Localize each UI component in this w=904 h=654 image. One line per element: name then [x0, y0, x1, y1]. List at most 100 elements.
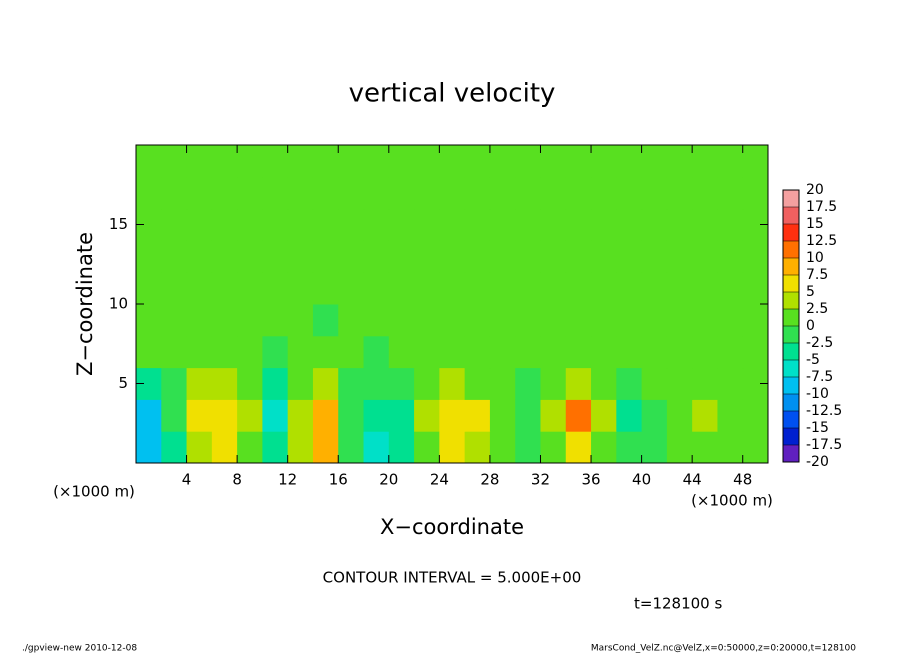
field-cell	[515, 431, 541, 464]
field-cell	[742, 431, 769, 464]
field-cell	[414, 335, 440, 369]
field-cell	[237, 240, 263, 273]
x-tick-label: 44	[683, 471, 702, 489]
colorbar-label: -20	[806, 454, 829, 470]
field-cell	[515, 208, 541, 241]
x-tick-label: 20	[379, 471, 398, 489]
footer-left: ./gpview-new 2010-12-08	[22, 644, 137, 654]
field-cell	[641, 145, 668, 178]
colorbar-label: -15	[806, 420, 829, 436]
field-cell	[262, 240, 289, 273]
field-cell	[489, 272, 516, 305]
field-cell	[136, 335, 162, 369]
field-cell	[237, 176, 263, 210]
field-cell	[742, 145, 769, 178]
field-cell	[287, 399, 314, 432]
field-cell	[464, 399, 491, 432]
field-cell	[161, 145, 188, 178]
field-cell	[641, 367, 668, 400]
field-cell	[414, 304, 440, 337]
field-cell	[287, 240, 314, 273]
field-cell	[363, 145, 390, 178]
field-cell	[186, 176, 213, 210]
field-cell	[338, 176, 365, 210]
colorbar-swatch	[783, 190, 799, 207]
field-cell	[616, 335, 643, 369]
colorbar-swatch	[783, 428, 799, 445]
field-cell	[666, 367, 693, 400]
field-cell	[540, 367, 567, 400]
field-cell	[414, 431, 440, 464]
field-cell	[464, 304, 491, 337]
field-cell	[186, 272, 213, 305]
x-tick-label: 8	[232, 471, 242, 489]
field-cell	[540, 304, 567, 337]
contour-interval: CONTOUR INTERVAL = 5.000E+00	[323, 569, 582, 587]
field-cell	[262, 335, 289, 369]
field-cell	[565, 145, 592, 178]
field-cell	[616, 176, 643, 210]
field-cell	[211, 367, 238, 400]
field-cell	[211, 399, 238, 432]
field-cell	[641, 431, 668, 464]
field-cell	[312, 399, 339, 432]
field-cell	[211, 240, 238, 273]
time-label: t=128100 s	[634, 595, 722, 613]
field-cell	[338, 272, 365, 305]
field-cell	[464, 431, 491, 464]
field-cell	[666, 399, 693, 432]
field-cell	[565, 240, 592, 273]
colorbar-label: -2.5	[806, 335, 833, 351]
field-cell	[692, 431, 718, 464]
field-cell	[591, 304, 617, 337]
colorbar-swatch	[783, 326, 799, 343]
colorbar-swatch	[783, 224, 799, 241]
field-cell	[692, 367, 718, 400]
colorbar-swatch	[783, 292, 799, 309]
field-cell	[414, 208, 440, 241]
field-cell	[464, 367, 491, 400]
field-cell	[414, 176, 440, 210]
field-cell	[388, 145, 415, 178]
field-cell	[666, 335, 693, 369]
field-cell	[717, 145, 744, 178]
footer-right: MarsCond_VelZ.nc@VelZ,x=0:50000,z=0:2000…	[591, 644, 856, 654]
field-cell	[717, 431, 744, 464]
field-cell	[186, 335, 213, 369]
field-cell	[641, 176, 668, 210]
field-cell	[312, 431, 339, 464]
colorbar-label: -5	[806, 352, 820, 368]
field-cell	[262, 304, 289, 337]
field-cell	[136, 431, 162, 464]
field-cell	[565, 304, 592, 337]
field-cell	[540, 272, 567, 305]
field-cell	[616, 399, 643, 432]
colorbar-label: -17.5	[806, 437, 842, 453]
field-cell	[312, 145, 339, 178]
field-cell	[591, 240, 617, 273]
colorbar-label: 17.5	[806, 199, 837, 215]
field-cell	[565, 176, 592, 210]
field-cell	[515, 399, 541, 432]
y-tick-label: 15	[109, 215, 128, 233]
field-cell	[388, 367, 415, 400]
field-cell	[388, 176, 415, 210]
field-cell	[489, 399, 516, 432]
field-cell	[136, 240, 162, 273]
field-cell	[616, 304, 643, 337]
field-cell	[136, 145, 162, 178]
field-cell	[363, 335, 390, 369]
colorbar-swatch	[783, 445, 799, 462]
field-cell	[388, 399, 415, 432]
field-cell	[237, 399, 263, 432]
x-tick-label: 36	[581, 471, 600, 489]
field-cell	[287, 431, 314, 464]
field-cell	[666, 272, 693, 305]
field-cell	[237, 367, 263, 400]
field-cell	[363, 399, 390, 432]
field-cell	[439, 272, 466, 305]
field-cell	[489, 176, 516, 210]
field-cell	[540, 399, 567, 432]
field-cell	[565, 335, 592, 369]
field-cell	[287, 367, 314, 400]
